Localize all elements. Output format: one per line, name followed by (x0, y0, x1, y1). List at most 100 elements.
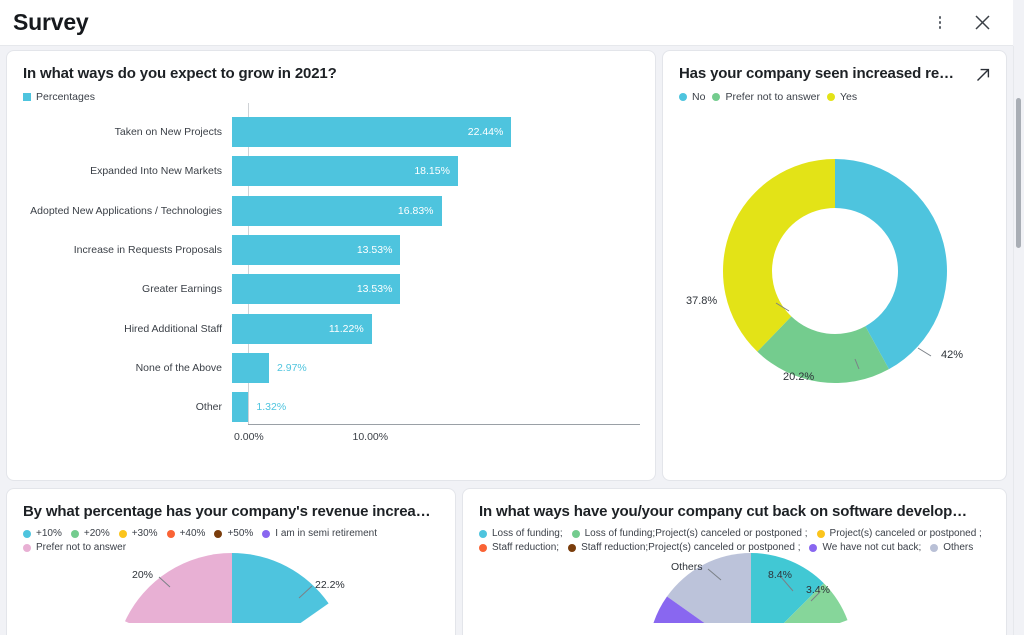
bar[interactable]: 13.53% (232, 274, 401, 305)
card-title-revenue-increase: By what percentage has your company's re… (23, 503, 431, 520)
page-title: Survey (13, 9, 89, 35)
vertical-scrollbar-track[interactable] (1013, 46, 1024, 635)
legend-item[interactable]: +10% (23, 528, 62, 539)
legend-swatch (23, 543, 31, 552)
vertical-scrollbar-thumb[interactable] (1016, 98, 1021, 248)
legend-item[interactable]: We have not cut back; (809, 542, 921, 553)
bar[interactable]: 22.44% (232, 117, 512, 147)
donut-leader-line (917, 347, 932, 357)
pie-label-plus-10: 22.2% (315, 579, 345, 591)
bar-track: 18.15% (232, 156, 655, 187)
pie-cutback-svg (653, 553, 848, 623)
legend-label: Project(s) canceled or postponed ; (829, 528, 982, 539)
x-axis-tick-1: 10.00% (352, 431, 389, 443)
legend-label: Staff reduction;Project(s) canceled or p… (581, 542, 801, 553)
bar-row[interactable]: Other 1.32% (7, 392, 655, 423)
legend-item[interactable]: Prefer not to answer (23, 542, 126, 553)
bar-row[interactable]: Greater Earnings 13.53% (7, 274, 655, 305)
legend-item[interactable]: +20% (70, 528, 110, 539)
card-increased-revenue: Has your company seen increased re… No P… (662, 50, 1007, 481)
legend-label: Loss of funding;Project(s) canceled or p… (584, 528, 808, 539)
bar-track: 13.53% (232, 234, 655, 265)
legend-label: Staff reduction; (492, 542, 560, 553)
donut-label-no: 42% (941, 349, 964, 361)
legend-swatch (930, 543, 939, 552)
legend-label-percentages: Percentages (36, 91, 95, 103)
legend-swatch (262, 529, 271, 538)
legend-item-no[interactable]: No (679, 91, 705, 103)
bar[interactable]: 11.22% (232, 313, 372, 344)
card-title-increased-revenue: Has your company seen increased re… (679, 65, 954, 82)
legend-swatch (809, 543, 818, 552)
legend-label: Prefer not to answer (36, 542, 127, 553)
bar-row[interactable]: Adopted New Applications / Technologies 1… (7, 195, 655, 226)
legend-label-no: No (692, 91, 706, 103)
legend-item[interactable]: Project(s) canceled or postponed ; (816, 528, 982, 539)
legend-item[interactable]: Loss of funding;Project(s) canceled or p… (571, 528, 808, 539)
legend-swatch (166, 529, 175, 538)
bar-row[interactable]: Increase in Requests Proposals 13.53% (7, 234, 655, 265)
legend-item[interactable]: Others (930, 542, 973, 553)
bar-track: 16.83% (232, 195, 655, 226)
legend-growth: Percentages (7, 82, 655, 103)
legend-item[interactable]: +40% (166, 528, 206, 539)
bar-category-label: None of the Above (135, 361, 222, 374)
donut-leader-line (775, 302, 790, 312)
card-title-software-cutback: In what ways have you/your company cut b… (479, 503, 968, 520)
bar-row[interactable]: Hired Additional Staff 11.22% (7, 313, 655, 344)
bar[interactable]: 1.32% (232, 392, 286, 423)
bar-track: 13.53% (232, 274, 655, 305)
bar-value-label: 22.44% (467, 126, 504, 138)
legend-item[interactable]: +50% (214, 528, 253, 539)
pie-label-others: Others (671, 561, 703, 573)
card-title-growth: In what ways do you expect to grow in 20… (23, 65, 337, 82)
bar-track: 1.32% (232, 392, 655, 423)
legend-label: +10% (36, 528, 62, 539)
legend-item[interactable]: Loss of funding; (479, 528, 563, 539)
legend-increased-revenue: No Prefer not to answer Yes (663, 82, 1006, 103)
legend-swatch (70, 529, 79, 538)
legend-swatch-prefer-not-to-answer (712, 93, 721, 101)
legend-item[interactable]: Staff reduction; (479, 542, 559, 553)
donut-slice[interactable] (757, 316, 889, 383)
legend-item[interactable]: I am in semi retirement (262, 528, 377, 539)
legend-label: +20% (83, 528, 110, 539)
expand-arrow-icon[interactable] (974, 66, 992, 84)
bar-category-label: Greater Earnings (142, 283, 222, 296)
bar[interactable]: 13.53% (232, 234, 401, 265)
legend-label-prefer-not-to-answer: Prefer not to answer (725, 91, 820, 103)
legend-label: I am in semi retirement (275, 528, 377, 539)
legend-item-percentages[interactable]: Percentages (23, 91, 95, 103)
card-software-cutback: In what ways have you/your company cut b… (462, 488, 1007, 635)
legend-swatch (568, 543, 577, 552)
legend-label: +30% (131, 528, 158, 539)
legend-swatch (23, 529, 31, 538)
bar-row[interactable]: None of the Above 2.97% (7, 352, 655, 383)
bar-category-label: Hired Additional Staff (124, 322, 222, 335)
bar-value-label: 18.15% (414, 165, 450, 178)
titlebar-actions (927, 10, 995, 36)
legend-revenue-increase: +10% +20% +30% +40% +50% I am in semi retirem… (7, 520, 455, 553)
bar[interactable]: 2.97% (232, 352, 307, 383)
legend-swatch (816, 529, 825, 538)
legend-swatch-percentages (23, 93, 31, 101)
bar-track: 22.44% (232, 117, 655, 147)
close-icon[interactable] (969, 10, 995, 36)
legend-label: +50% (227, 528, 254, 539)
bar-row[interactable]: Expanded Into New Markets 18.15% (7, 156, 655, 187)
kebab-menu-icon[interactable] (927, 10, 953, 36)
bar[interactable]: 18.15% (232, 156, 458, 187)
donut-label-prefer: 20.2% (783, 371, 815, 383)
legend-item-yes[interactable]: Yes (826, 91, 857, 103)
legend-item[interactable]: +30% (118, 528, 158, 539)
legend-item-prefer-not-to-answer[interactable]: Prefer not to answer (712, 91, 820, 103)
bar-track: 11.22% (232, 313, 655, 344)
donut-slice[interactable] (723, 159, 835, 352)
legend-item[interactable]: Staff reduction;Project(s) canceled or p… (568, 542, 800, 553)
donut-slice[interactable] (835, 159, 948, 370)
bar[interactable]: 16.83% (232, 195, 442, 226)
bar-row[interactable]: Taken on New Projects 22.44% (7, 117, 655, 147)
bar-value-label: 11.22% (328, 322, 364, 335)
legend-label: +40% (179, 528, 206, 539)
window-titlebar: Survey (0, 0, 1013, 46)
